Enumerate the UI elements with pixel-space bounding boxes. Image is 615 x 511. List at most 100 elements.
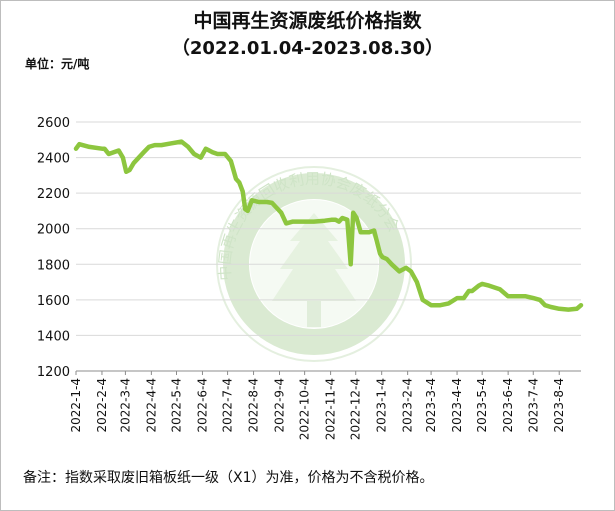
data-point: [439, 304, 442, 307]
data-point: [275, 206, 278, 209]
x-tick-label: 2022-7-4: [221, 378, 235, 432]
data-point: [137, 156, 140, 159]
data-point: [498, 288, 501, 291]
data-point: [579, 304, 583, 307]
data-point: [470, 289, 474, 293]
data-point: [112, 151, 115, 154]
data-point: [337, 220, 341, 223]
x-tick-label: 2022-8-4: [247, 378, 261, 432]
x-tick-label: 2023-6-4: [501, 378, 515, 432]
chart-title: 中国再生资源废纸价格指数: [193, 10, 422, 32]
x-tick-label: 2022-4-4: [144, 378, 158, 432]
data-point: [447, 302, 450, 305]
data-point: [285, 222, 288, 225]
x-tick-label: 2022-12-4: [349, 378, 363, 440]
data-point: [241, 190, 244, 193]
data-point: [208, 149, 211, 152]
data-point: [323, 219, 326, 222]
data-point: [330, 218, 333, 221]
data-point: [153, 143, 156, 147]
footnote: 备注：指数采取废旧箱板纸一级（X1）为准，价格为不含税价格。: [23, 470, 434, 486]
grid-lines: [76, 121, 581, 336]
data-point: [404, 266, 408, 269]
data-point: [398, 270, 401, 273]
data-point: [88, 145, 91, 149]
x-axis-ticks: 2022-1-4 2022-2-4 2022-3-4 2022-4-4 2022-5-4…: [69, 371, 566, 440]
data-point: [229, 159, 233, 163]
data-point: [481, 282, 484, 286]
data-point: [378, 252, 382, 255]
data-point: [128, 168, 131, 172]
data-point: [421, 298, 424, 302]
data-point: [487, 284, 491, 287]
data-point: [204, 147, 207, 150]
y-tick-label: 2600: [37, 116, 70, 131]
data-point: [216, 152, 219, 156]
data-point: [543, 304, 547, 307]
data-point: [575, 307, 578, 310]
data-point: [367, 231, 371, 234]
data-point: [558, 307, 561, 310]
data-point: [121, 156, 125, 159]
data-point: [132, 161, 135, 165]
data-point: [103, 147, 106, 150]
data-point: [567, 308, 570, 311]
data-point: [199, 156, 202, 159]
data-point: [516, 295, 519, 298]
data-point: [362, 231, 366, 234]
data-point: [192, 152, 196, 156]
data-point: [303, 220, 306, 223]
y-axis-ticks: 1200 1400 1600 1800 2000 2200 2400 2600: [37, 116, 70, 380]
data-point: [270, 201, 274, 205]
data-point: [170, 142, 173, 145]
data-point: [538, 298, 542, 302]
data-point: [74, 147, 78, 150]
data-point: [381, 256, 384, 259]
y-tick-label: 1200: [37, 365, 70, 380]
x-tick-label: 2022-9-4: [273, 378, 287, 432]
data-point: [455, 296, 459, 300]
data-point: [355, 216, 358, 220]
data-point: [160, 143, 163, 147]
x-tick-label: 2022-11-4: [324, 378, 338, 440]
data-point: [280, 211, 283, 214]
data-point: [234, 177, 238, 181]
x-tick-label: 2023-1-4: [375, 378, 389, 432]
x-tick-label: 2023-5-4: [475, 378, 489, 432]
data-point: [524, 295, 527, 298]
data-point: [265, 200, 269, 204]
data-point: [359, 231, 362, 234]
x-tick-label: 2022-6-4: [195, 378, 209, 432]
x-tick-label: 2022-1-4: [69, 378, 83, 432]
data-point: [352, 211, 355, 214]
data-point: [187, 145, 190, 149]
x-tick-label: 2022-5-4: [169, 378, 183, 432]
x-tick-label: 2023-8-4: [552, 378, 566, 432]
data-point: [346, 218, 349, 221]
data-point: [462, 296, 465, 300]
x-tick-label: 2022-2-4: [95, 378, 109, 432]
data-point: [125, 170, 128, 173]
data-point: [223, 152, 227, 156]
data-point: [100, 147, 104, 150]
data-point: [238, 181, 241, 184]
data-point: [467, 289, 470, 293]
x-tick-label: 2022-10-4: [298, 378, 312, 440]
data-point: [250, 199, 254, 202]
data-point: [244, 208, 247, 211]
data-point: [147, 145, 151, 149]
data-point: [312, 220, 315, 223]
unit-label: 单位：元/吨: [25, 57, 90, 71]
data-point: [78, 143, 81, 146]
data-point: [334, 218, 337, 221]
data-point: [532, 296, 535, 300]
data-point: [349, 263, 352, 266]
data-point: [549, 305, 553, 309]
data-point: [385, 257, 388, 261]
data-point: [372, 229, 376, 232]
watermark-tree: [272, 213, 356, 301]
series: [73, 139, 584, 312]
data-point: [211, 151, 214, 154]
